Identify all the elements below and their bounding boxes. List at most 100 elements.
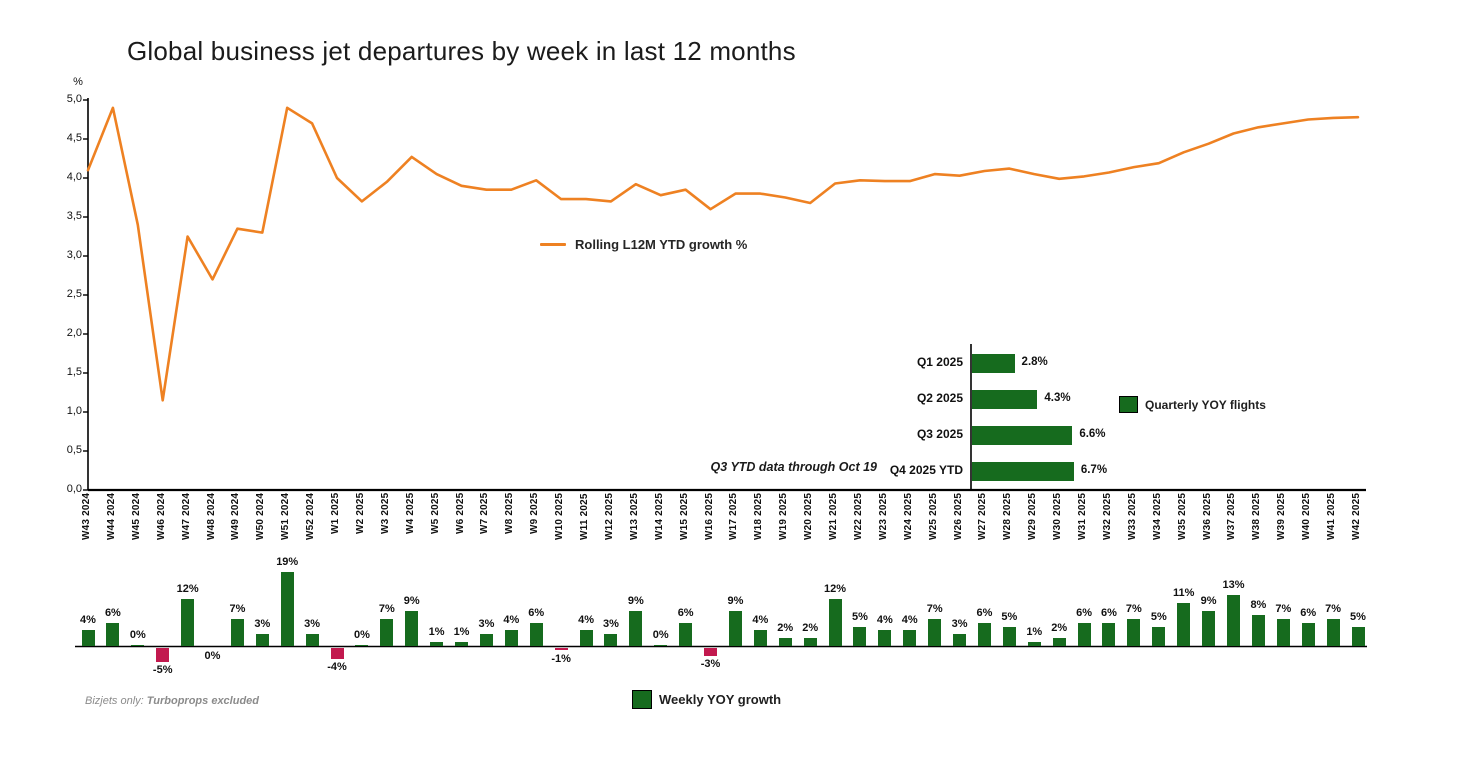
weekly-bar (579, 630, 593, 646)
weekly-bar (828, 599, 842, 646)
x-axis-label: W38 2025 (1251, 493, 1263, 541)
weekly-bar-value-label: 11% (1172, 587, 1195, 600)
weekly-bar (181, 599, 195, 646)
rolling-growth-line (86, 106, 1360, 402)
x-axis-label: W43 2024 (81, 493, 92, 541)
weekly-bar-value-label: 1% (1026, 626, 1043, 639)
x-axis-label: W49 2024 (230, 493, 242, 541)
weekly-bar (405, 610, 419, 646)
weekly-bar (1152, 626, 1166, 646)
quarterly-value-label: 6.6% (1079, 428, 1106, 440)
weekly-bar (728, 610, 742, 646)
quarterly-bar (972, 389, 1038, 409)
weekly-legend: Weekly YOY growth (632, 690, 781, 709)
weekly-bar-value-label: 4% (876, 614, 893, 627)
x-axis-label: W16 2025 (703, 493, 715, 541)
weekly-bar-value-label: 3% (951, 618, 968, 631)
axes (75, 98, 1367, 648)
weekly-bar (230, 618, 244, 646)
weekly-bar-value-label: 7% (1275, 602, 1292, 615)
weekly-bar-value-label: 6% (1076, 606, 1093, 619)
x-axis-label: W1 2025 (330, 493, 342, 535)
weekly-bar (977, 622, 991, 646)
x-axis-label: W18 2025 (753, 493, 765, 541)
x-axis-label: W9 2025 (529, 493, 541, 535)
weekly-bar-value-label: 0% (129, 628, 146, 641)
weekly-bar (1351, 626, 1365, 646)
weekly-bar (1202, 610, 1216, 646)
x-axis-label: W14 2025 (653, 493, 665, 541)
x-axis-label: W47 2024 (180, 493, 192, 541)
x-axis-label: W41 2025 (1326, 493, 1338, 541)
weekly-bar (654, 644, 668, 646)
weekly-bar-value-label: 1% (453, 626, 470, 639)
weekly-bar (1226, 595, 1240, 646)
y-axis-label: 2,0 (66, 327, 82, 339)
x-axis-label: W20 2025 (803, 493, 815, 541)
quarterly-category-label: Q3 2025 (916, 427, 963, 441)
weekly-bar-value-label: 5% (1350, 610, 1366, 623)
quarterly-value-label: 2.8% (1021, 356, 1048, 368)
weekly-bar (255, 634, 269, 646)
quarterly-bar (972, 461, 1074, 481)
weekly-bar (305, 634, 319, 646)
quarterly-category-label: Q4 2025 YTD (889, 463, 963, 477)
weekly-bar (430, 642, 444, 646)
x-axis-label: W44 2024 (105, 493, 117, 541)
weekly-bar-value-label: 7% (378, 602, 395, 615)
weekly-bar (853, 626, 867, 646)
footnote-emphasis: Turboprops excluded (146, 695, 260, 707)
weekly-bar (704, 647, 718, 656)
x-axis-label: W50 2024 (255, 493, 267, 541)
weekly-bar-value-label: 3% (478, 618, 495, 631)
x-axis-label: W42 2025 (1351, 493, 1362, 541)
weekly-bar-value-label: 5% (1150, 610, 1167, 623)
weekly-bar-value-label: -3% (700, 658, 721, 671)
weekly-bar-value-label: 2% (777, 622, 794, 635)
x-axis-label: W28 2025 (1002, 493, 1014, 541)
weekly-bar-value-label: 4% (578, 614, 594, 627)
x-axis-label: W8 2025 (504, 493, 516, 535)
x-axis-label: W6 2025 (454, 493, 466, 535)
weekly-bar-value-label: 0% (204, 650, 221, 662)
weekly-bar-value-label: 9% (727, 594, 744, 607)
weekly-bar (753, 630, 767, 646)
weekly-bar (1127, 618, 1141, 646)
x-axis-label: W3 2025 (379, 493, 391, 535)
weekly-bar (1326, 618, 1340, 646)
weekly-bar-value-label: 5% (852, 610, 868, 623)
quarterly-bar (972, 353, 1015, 373)
weekly-bar (156, 647, 170, 662)
weekly-bar (878, 630, 892, 646)
x-axis-label: W2 2025 (354, 493, 366, 535)
x-axis-label: W25 2025 (927, 493, 939, 541)
y-axis-label: 5,0 (66, 93, 82, 105)
weekly-bar (280, 571, 294, 646)
footnote: Bizjets only: Turboprops excluded (85, 695, 259, 707)
x-axis-label: W15 2025 (678, 493, 690, 541)
x-axis-label: W30 2025 (1052, 493, 1064, 541)
y-axis-label: 3,5 (66, 210, 82, 222)
weekly-bar-value-label: -1% (551, 652, 571, 665)
weekly-bar (81, 630, 95, 646)
line-legend-label: Rolling L12M YTD growth % (575, 237, 748, 252)
weekly-legend-label: Weekly YOY growth (659, 692, 782, 707)
x-axis-label: W39 2025 (1276, 493, 1288, 541)
weekly-bar (1276, 618, 1290, 646)
line-legend-dash-icon (540, 243, 566, 246)
x-axis-label: W32 2025 (1101, 493, 1113, 541)
weekly-bar (1102, 622, 1116, 646)
x-axis-label: W26 2025 (952, 493, 964, 541)
y-axis-label: 1,5 (66, 366, 82, 378)
x-axis-label: W52 2024 (305, 493, 317, 541)
weekly-bar (529, 622, 543, 646)
weekly-bar (953, 634, 967, 646)
weekly-bar-value-label: 3% (254, 618, 271, 631)
x-axis-label: W46 2024 (155, 493, 167, 541)
footnote-prefix: Bizjets only: (85, 695, 147, 707)
weekly-bar (1052, 638, 1066, 646)
weekly-bar (1077, 622, 1091, 646)
weekly-bar-value-label: 8% (1250, 598, 1267, 611)
x-axis-label: W34 2025 (1151, 493, 1163, 541)
quarterly-value-label: 6.7% (1080, 464, 1108, 476)
